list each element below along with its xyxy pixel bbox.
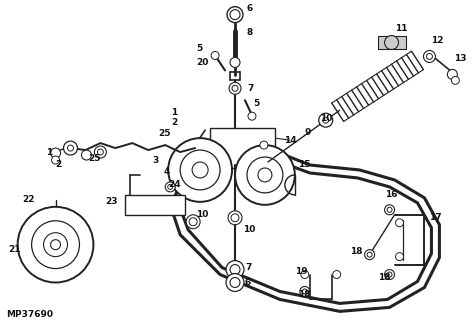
Text: 9: 9 [305,128,311,137]
Circle shape [51,148,61,158]
Bar [378,35,405,50]
Circle shape [387,207,392,212]
Text: 11: 11 [394,24,407,33]
Circle shape [302,289,307,294]
Circle shape [427,53,432,59]
Circle shape [260,141,268,149]
Text: 20: 20 [196,58,209,67]
Circle shape [248,112,256,120]
Text: 18: 18 [298,290,310,299]
Text: 2: 2 [171,118,177,127]
Circle shape [230,265,240,275]
Circle shape [229,82,241,94]
Circle shape [301,271,309,278]
Text: MP37690: MP37690 [6,310,53,319]
Text: 25: 25 [158,129,171,138]
Text: 3: 3 [152,155,158,165]
Circle shape [226,274,244,292]
Text: 21: 21 [9,245,21,254]
Text: 6: 6 [247,4,253,13]
Text: 10: 10 [243,225,255,234]
Circle shape [423,51,436,62]
Circle shape [189,218,197,226]
Circle shape [94,146,106,158]
Circle shape [44,233,67,256]
Circle shape [165,182,175,192]
Bar [210,128,275,168]
Text: 18: 18 [350,247,362,256]
Text: 16: 16 [384,190,397,199]
Circle shape [32,221,80,269]
Text: 5: 5 [253,99,259,108]
Text: 10: 10 [320,114,332,123]
Text: 1: 1 [171,108,177,117]
Text: 17: 17 [429,213,442,222]
Circle shape [52,156,60,164]
Circle shape [230,57,240,68]
Circle shape [18,207,93,282]
Circle shape [247,157,283,193]
Circle shape [333,271,341,278]
Circle shape [186,215,200,229]
Circle shape [451,76,459,84]
Text: 8: 8 [247,28,253,37]
Circle shape [384,35,399,50]
Text: 23: 23 [105,197,118,206]
Circle shape [447,70,457,79]
Circle shape [323,117,329,123]
Circle shape [228,211,242,225]
Text: 18: 18 [378,273,390,282]
Circle shape [231,214,239,222]
Text: 4: 4 [163,168,170,176]
Circle shape [82,150,91,160]
Text: 25: 25 [89,154,101,163]
Circle shape [230,10,240,20]
Bar [125,195,185,215]
Circle shape [192,162,208,178]
Circle shape [395,219,403,227]
Circle shape [387,272,392,277]
Text: 7: 7 [245,263,251,272]
Circle shape [180,150,220,190]
Circle shape [367,252,372,257]
Text: 22: 22 [23,195,35,204]
Circle shape [300,286,310,297]
Text: 14: 14 [284,135,297,145]
Circle shape [51,240,61,250]
Text: 24: 24 [168,180,181,189]
Circle shape [168,184,173,189]
Text: 15: 15 [298,160,310,170]
Circle shape [384,270,394,279]
Circle shape [226,260,244,278]
Circle shape [232,85,238,91]
Text: 7: 7 [247,84,253,93]
Circle shape [395,253,403,260]
Circle shape [230,277,240,287]
Text: 13: 13 [455,54,467,63]
Circle shape [319,113,333,127]
Circle shape [384,205,394,215]
Text: 1: 1 [46,148,52,156]
Circle shape [365,250,374,259]
Circle shape [98,149,103,155]
Circle shape [211,51,219,59]
Text: 12: 12 [431,36,444,45]
Text: 5: 5 [196,44,202,53]
Circle shape [258,168,272,182]
Circle shape [67,145,73,151]
Circle shape [235,145,295,205]
Circle shape [64,141,77,155]
Text: 6: 6 [245,278,251,287]
Text: 19: 19 [295,267,308,276]
Text: 10: 10 [196,210,209,219]
Circle shape [168,138,232,202]
Circle shape [227,7,243,23]
Text: 2: 2 [55,160,62,170]
